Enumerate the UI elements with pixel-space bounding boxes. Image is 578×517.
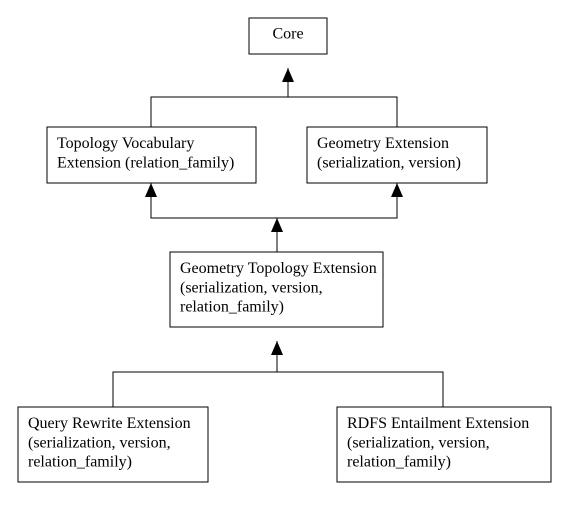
node-label: Extension (relation_family) [57, 154, 234, 171]
node-topo-vocab: Topology Vocabulary Extension (relation_f… [47, 127, 256, 183]
node-query-rewrite: Query Rewrite Extension (serialization, v… [18, 407, 208, 482]
node-label: Core [272, 25, 303, 42]
node-label: Geometry Topology Extension [180, 260, 377, 277]
node-label: relation_family) [28, 454, 132, 471]
node-label: relation_family) [180, 299, 284, 316]
node-label: (serialization, version) [317, 154, 461, 171]
node-label: (serialization, version, [180, 279, 323, 296]
node-label: relation_family) [347, 454, 451, 471]
node-geom-ext: Geometry Extension (serialization, versio… [307, 127, 487, 183]
node-label: Topology Vocabulary [57, 135, 194, 152]
diagram-canvas: Core Topology Vocabulary Extension (relati… [0, 0, 578, 517]
node-rdfs-entail: RDFS Entailment Extension (serialization,… [337, 407, 551, 482]
node-geom-topo: Geometry Topology Extension (serializatio… [170, 252, 383, 327]
node-label: Query Rewrite Extension [28, 415, 191, 432]
node-label: (serialization, version, [28, 434, 171, 451]
node-label: (serialization, version, [347, 434, 490, 451]
node-core: Core [249, 18, 327, 54]
node-label: RDFS Entailment Extension [347, 415, 529, 432]
node-label: Geometry Extension [317, 135, 449, 152]
